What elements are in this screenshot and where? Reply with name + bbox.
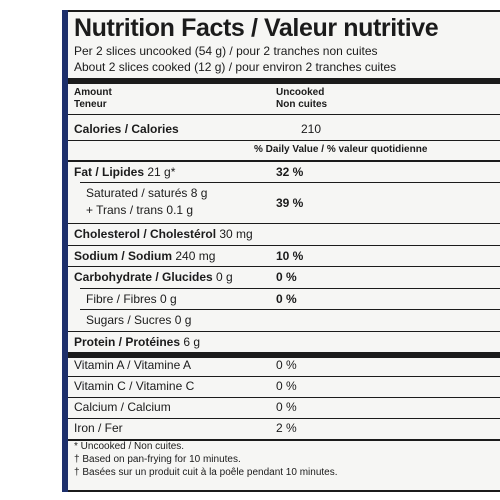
sodium-dv: 10 % bbox=[276, 249, 304, 263]
calories-label: Calories / Calories bbox=[74, 122, 179, 136]
label-bottom-rule bbox=[68, 490, 500, 492]
uncooked-header: Uncooked bbox=[276, 87, 325, 98]
vitamin-a-dv: 0 % bbox=[276, 358, 297, 372]
label-top-rule bbox=[68, 10, 500, 12]
calcium-label: Calcium / Calcium bbox=[74, 400, 171, 414]
fat-dv: 32 % bbox=[276, 165, 304, 179]
amount-header: Amount bbox=[74, 87, 112, 98]
vitamin-a-label: Vitamin A / Vitamine A bbox=[74, 358, 191, 372]
fibre-label: Fibre / Fibres bbox=[86, 292, 157, 306]
vitamin-c-label: Vitamin C / Vitamine C bbox=[74, 379, 195, 393]
sugars-amount: 0 g bbox=[174, 313, 192, 327]
saturated-label: Saturated / saturés bbox=[86, 186, 188, 200]
protein-label: Protein / Protéines bbox=[74, 335, 181, 349]
divider bbox=[80, 309, 500, 310]
divider bbox=[68, 376, 500, 377]
fat-row: Fat / Lipides 21 g* bbox=[74, 165, 175, 179]
divider bbox=[68, 331, 500, 332]
sugars-row: Sugars / Sucres 0 g bbox=[86, 313, 191, 327]
thick-divider bbox=[68, 352, 500, 358]
protein-amount: 6 g bbox=[183, 335, 201, 349]
footnote-pan-frying-fr: † Basées sur un produit cuit à la poêle … bbox=[74, 467, 338, 478]
label-edge-stripe bbox=[62, 10, 68, 492]
carbohydrate-row: Carbohydrate / Glucides 0 g bbox=[74, 270, 233, 284]
serving-size-uncooked: Per 2 slices uncooked (54 g) / pour 2 tr… bbox=[74, 44, 378, 58]
divider bbox=[80, 288, 500, 289]
label-title: Nutrition Facts / Valeur nutritive bbox=[74, 14, 439, 42]
divider bbox=[68, 397, 500, 398]
cholesterol-row: Cholesterol / Cholestérol 30 mg bbox=[74, 227, 253, 241]
trans-amount: 0.1 g bbox=[166, 203, 194, 217]
vitamin-c-dv: 0 % bbox=[276, 379, 297, 393]
footnote-pan-frying-en: † Based on pan-frying for 10 minutes. bbox=[74, 454, 241, 465]
calories-value: 210 bbox=[301, 122, 322, 136]
carbohydrate-amount: 0 g bbox=[216, 270, 233, 284]
fibre-amount: 0 g bbox=[160, 292, 177, 306]
iron-dv: 2 % bbox=[276, 421, 297, 435]
cholesterol-amount: 30 mg bbox=[219, 227, 253, 241]
protein-row: Protein / Protéines 6 g bbox=[74, 335, 200, 349]
fat-amount: 21 g* bbox=[147, 165, 176, 179]
fibre-row: Fibre / Fibres 0 g bbox=[86, 292, 177, 306]
cholesterol-label: Cholesterol / Cholestérol bbox=[74, 227, 217, 241]
teneur-header: Teneur bbox=[74, 99, 107, 110]
trans-label: + Trans / trans bbox=[86, 203, 164, 217]
saturated-trans-dv: 39 % bbox=[276, 196, 304, 210]
footnote-uncooked: * Uncooked / Non cuites. bbox=[74, 441, 185, 452]
fat-label: Fat / Lipides bbox=[74, 165, 145, 179]
saturated-row: Saturated / saturés 8 g bbox=[86, 186, 207, 200]
sodium-label: Sodium / Sodium bbox=[74, 249, 172, 263]
divider bbox=[68, 439, 500, 441]
divider bbox=[68, 418, 500, 419]
sugars-label: Sugars / Sucres bbox=[86, 313, 172, 327]
nutrition-facts-label: Nutrition Facts / Valeur nutritive Per 2… bbox=[68, 10, 500, 492]
trans-row: + Trans / trans 0.1 g bbox=[86, 203, 193, 217]
divider bbox=[80, 182, 500, 183]
saturated-amount: 8 g bbox=[190, 186, 208, 200]
sodium-row: Sodium / Sodium 240 mg bbox=[74, 249, 215, 263]
serving-size-cooked: About 2 slices cooked (12 g) / pour envi… bbox=[74, 60, 397, 74]
divider bbox=[68, 266, 500, 267]
iron-label: Iron / Fer bbox=[74, 421, 123, 435]
fibre-dv: 0 % bbox=[276, 292, 297, 306]
carbohydrate-label: Carbohydrate / Glucides bbox=[74, 270, 213, 284]
divider bbox=[68, 245, 500, 246]
calcium-dv: 0 % bbox=[276, 400, 297, 414]
divider bbox=[68, 140, 500, 141]
divider bbox=[68, 160, 500, 162]
carbohydrate-dv: 0 % bbox=[276, 270, 297, 284]
non-cuites-header: Non cuites bbox=[276, 99, 328, 110]
divider bbox=[68, 223, 500, 224]
sodium-amount: 240 mg bbox=[175, 249, 216, 263]
divider bbox=[68, 114, 500, 115]
thick-divider bbox=[68, 78, 500, 84]
daily-value-header: % Daily Value / % valeur quotidienne bbox=[254, 144, 428, 155]
